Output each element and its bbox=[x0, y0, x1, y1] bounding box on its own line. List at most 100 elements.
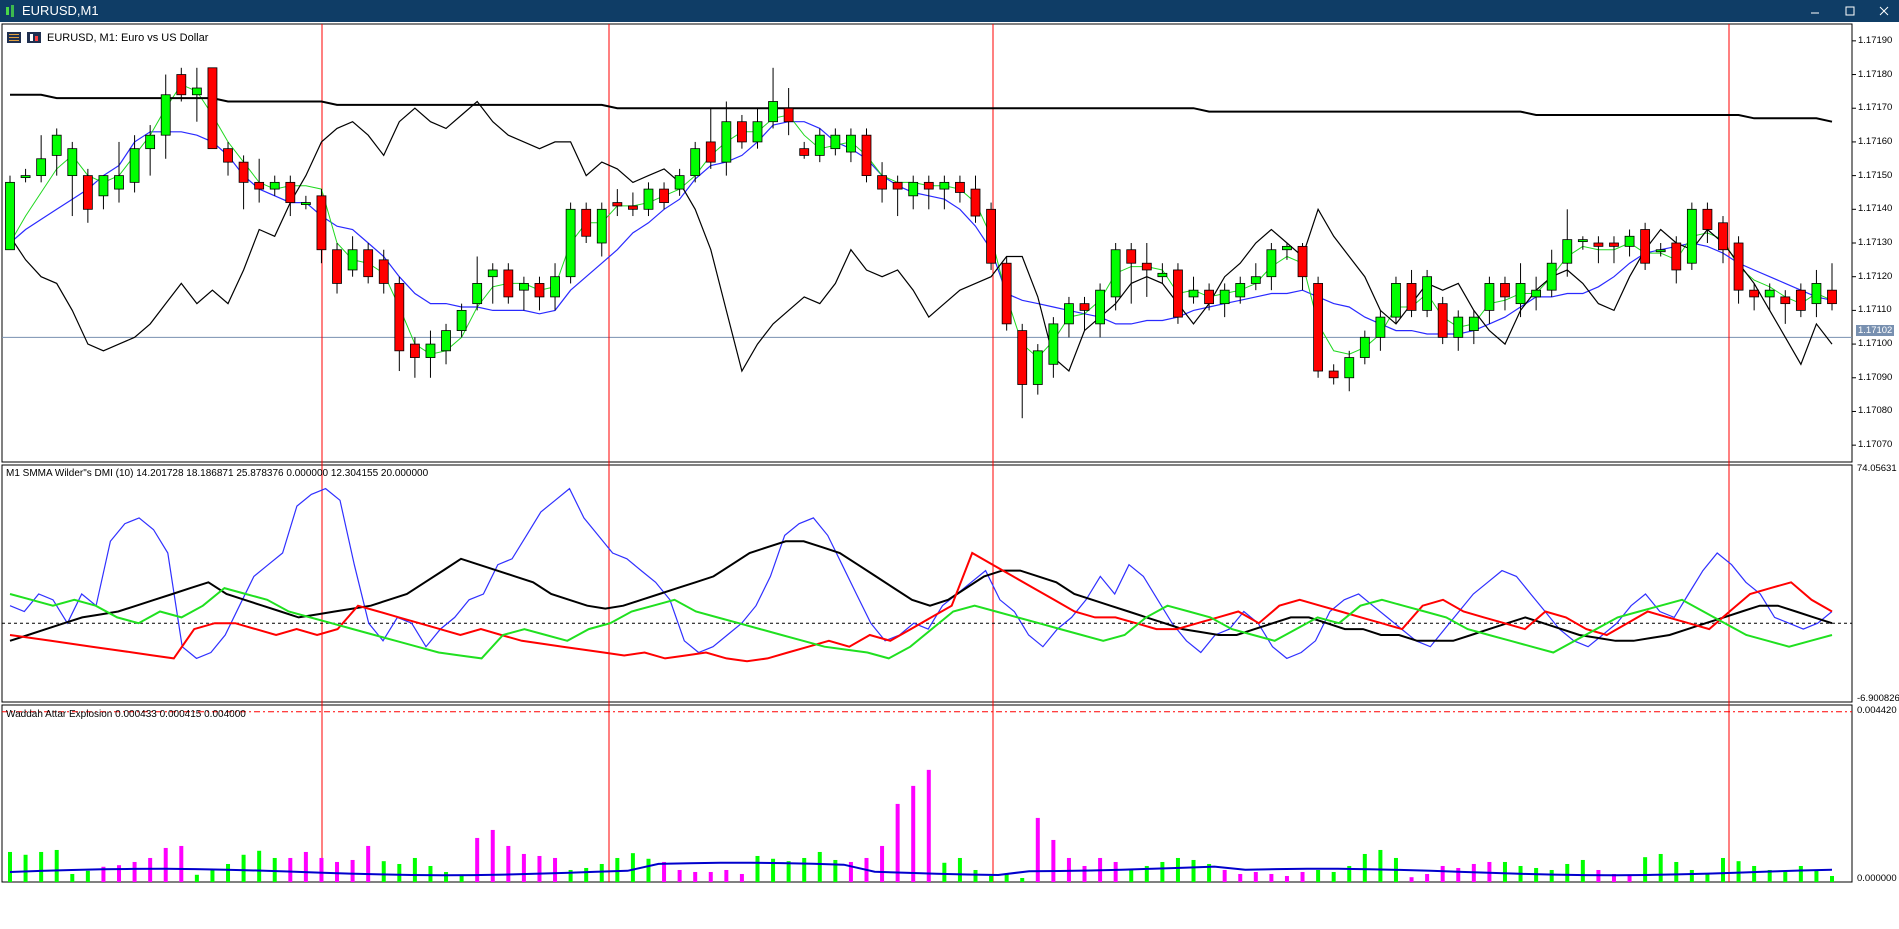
price-tick-label: 1.17150 bbox=[1858, 169, 1893, 181]
wae-magenta-bar bbox=[1269, 873, 1274, 882]
candle-body bbox=[861, 134, 872, 177]
wae-green-bar bbox=[942, 862, 947, 882]
wae-magenta-bar bbox=[1035, 817, 1040, 882]
wae-magenta-bar bbox=[1425, 873, 1430, 882]
candle-body bbox=[1640, 229, 1651, 264]
candle-body bbox=[1484, 283, 1495, 311]
wae-green-bar bbox=[1144, 865, 1149, 882]
candle-body bbox=[1048, 323, 1059, 365]
candle-body bbox=[160, 94, 171, 136]
price-tick-label: 1.17120 bbox=[1858, 270, 1893, 282]
window-title: EURUSD,M1 bbox=[22, 3, 99, 18]
candle-body bbox=[877, 175, 887, 190]
candle-body bbox=[238, 161, 249, 183]
candle-body bbox=[1671, 242, 1682, 271]
minimize-button[interactable] bbox=[1797, 0, 1833, 22]
candle-body bbox=[1079, 303, 1090, 311]
wae-green-bar bbox=[241, 854, 246, 882]
candle-body bbox=[674, 175, 685, 190]
wae-green-bar bbox=[210, 869, 215, 882]
candle-body bbox=[300, 202, 311, 205]
wae-magenta-bar bbox=[366, 845, 371, 882]
wae-magenta-bar bbox=[319, 857, 324, 882]
dmi-panel-frame bbox=[1, 464, 1853, 703]
wae-magenta-bar bbox=[880, 845, 885, 882]
wae-green-bar bbox=[397, 863, 402, 882]
candle-body bbox=[207, 67, 218, 150]
wae-magenta-bar bbox=[677, 869, 682, 882]
candle-body bbox=[908, 181, 919, 197]
candle-body bbox=[1126, 249, 1137, 264]
candle-body bbox=[628, 205, 638, 210]
wae-green-bar bbox=[1316, 869, 1321, 882]
candle-body bbox=[1157, 272, 1168, 278]
wae-green-bar bbox=[599, 863, 604, 882]
wae-green-bar bbox=[1549, 869, 1554, 882]
wae-green-bar bbox=[1736, 861, 1741, 882]
candle-body bbox=[1718, 222, 1728, 251]
wae-green-bar bbox=[1191, 859, 1196, 882]
candle-body bbox=[1282, 245, 1292, 251]
candle-body bbox=[923, 181, 934, 190]
wae-green-bar bbox=[989, 875, 994, 882]
wae-magenta-bar bbox=[1051, 839, 1056, 882]
candle-body bbox=[1375, 316, 1386, 338]
candle-body bbox=[1359, 336, 1370, 358]
candle-body bbox=[752, 121, 763, 143]
candle-body bbox=[659, 188, 669, 203]
wae-magenta-bar bbox=[1238, 873, 1243, 882]
wae-green-bar bbox=[1565, 863, 1570, 882]
price-tick-label: 1.17090 bbox=[1858, 371, 1893, 383]
price-tick-label: 1.17170 bbox=[1858, 102, 1893, 114]
candle-body bbox=[1562, 239, 1573, 264]
chart-list-icon[interactable] bbox=[7, 32, 21, 43]
wae-green-bar bbox=[771, 858, 776, 882]
candle-body bbox=[67, 148, 78, 177]
candle-body bbox=[814, 134, 825, 156]
wae-green-bar bbox=[630, 853, 635, 882]
wae-green-bar bbox=[1798, 865, 1803, 882]
chart-area[interactable]: EURUSD, M1: Euro vs US Dollar M1 SMMA Wi… bbox=[0, 22, 1899, 929]
wae-green-bar bbox=[8, 851, 12, 882]
wae-magenta-bar bbox=[693, 871, 698, 882]
wae-green-bar bbox=[444, 871, 449, 882]
close-icon bbox=[1879, 6, 1889, 16]
candle-body bbox=[1422, 276, 1433, 311]
wae-magenta-bar bbox=[117, 865, 122, 882]
candle-body bbox=[36, 158, 47, 177]
candle-body bbox=[534, 283, 545, 298]
candle-body bbox=[1795, 289, 1806, 311]
wae-green-bar bbox=[1580, 859, 1585, 882]
window-titlebar: EURUSD,M1 bbox=[0, 0, 1899, 22]
candle-body bbox=[1064, 303, 1074, 325]
candle-body bbox=[1702, 208, 1713, 230]
wae-green-bar bbox=[973, 869, 978, 882]
candle-body bbox=[1546, 262, 1557, 291]
wae-magenta-bar bbox=[148, 857, 153, 882]
wae-magenta-bar bbox=[1440, 865, 1445, 882]
candle-body bbox=[1328, 370, 1339, 379]
maximize-button[interactable] bbox=[1832, 0, 1868, 22]
candle-body bbox=[690, 148, 701, 177]
wae-magenta-bar bbox=[1253, 871, 1258, 882]
wae-magenta-bar bbox=[350, 859, 355, 882]
wae-green-bar bbox=[786, 861, 791, 882]
wae-magenta-bar bbox=[926, 769, 931, 882]
candle-body bbox=[830, 134, 841, 150]
wae-magenta-bar bbox=[537, 855, 542, 882]
wae-magenta-bar bbox=[708, 871, 713, 882]
candle-body bbox=[846, 134, 856, 153]
wae-magenta-bar bbox=[1456, 867, 1461, 882]
trade-icon[interactable] bbox=[27, 32, 41, 43]
candle-body bbox=[1188, 289, 1199, 298]
close-button[interactable] bbox=[1866, 0, 1899, 22]
candle-body bbox=[892, 181, 903, 190]
wae-green-bar bbox=[1783, 871, 1788, 882]
wae-magenta-bar bbox=[1113, 861, 1118, 882]
wae-magenta-bar bbox=[475, 837, 480, 882]
price-tick-label: 1.17190 bbox=[1858, 34, 1893, 46]
candle-body bbox=[737, 121, 747, 143]
candle-body bbox=[51, 134, 62, 156]
chart-canvas[interactable] bbox=[0, 22, 1899, 929]
candle-body bbox=[1297, 245, 1308, 278]
